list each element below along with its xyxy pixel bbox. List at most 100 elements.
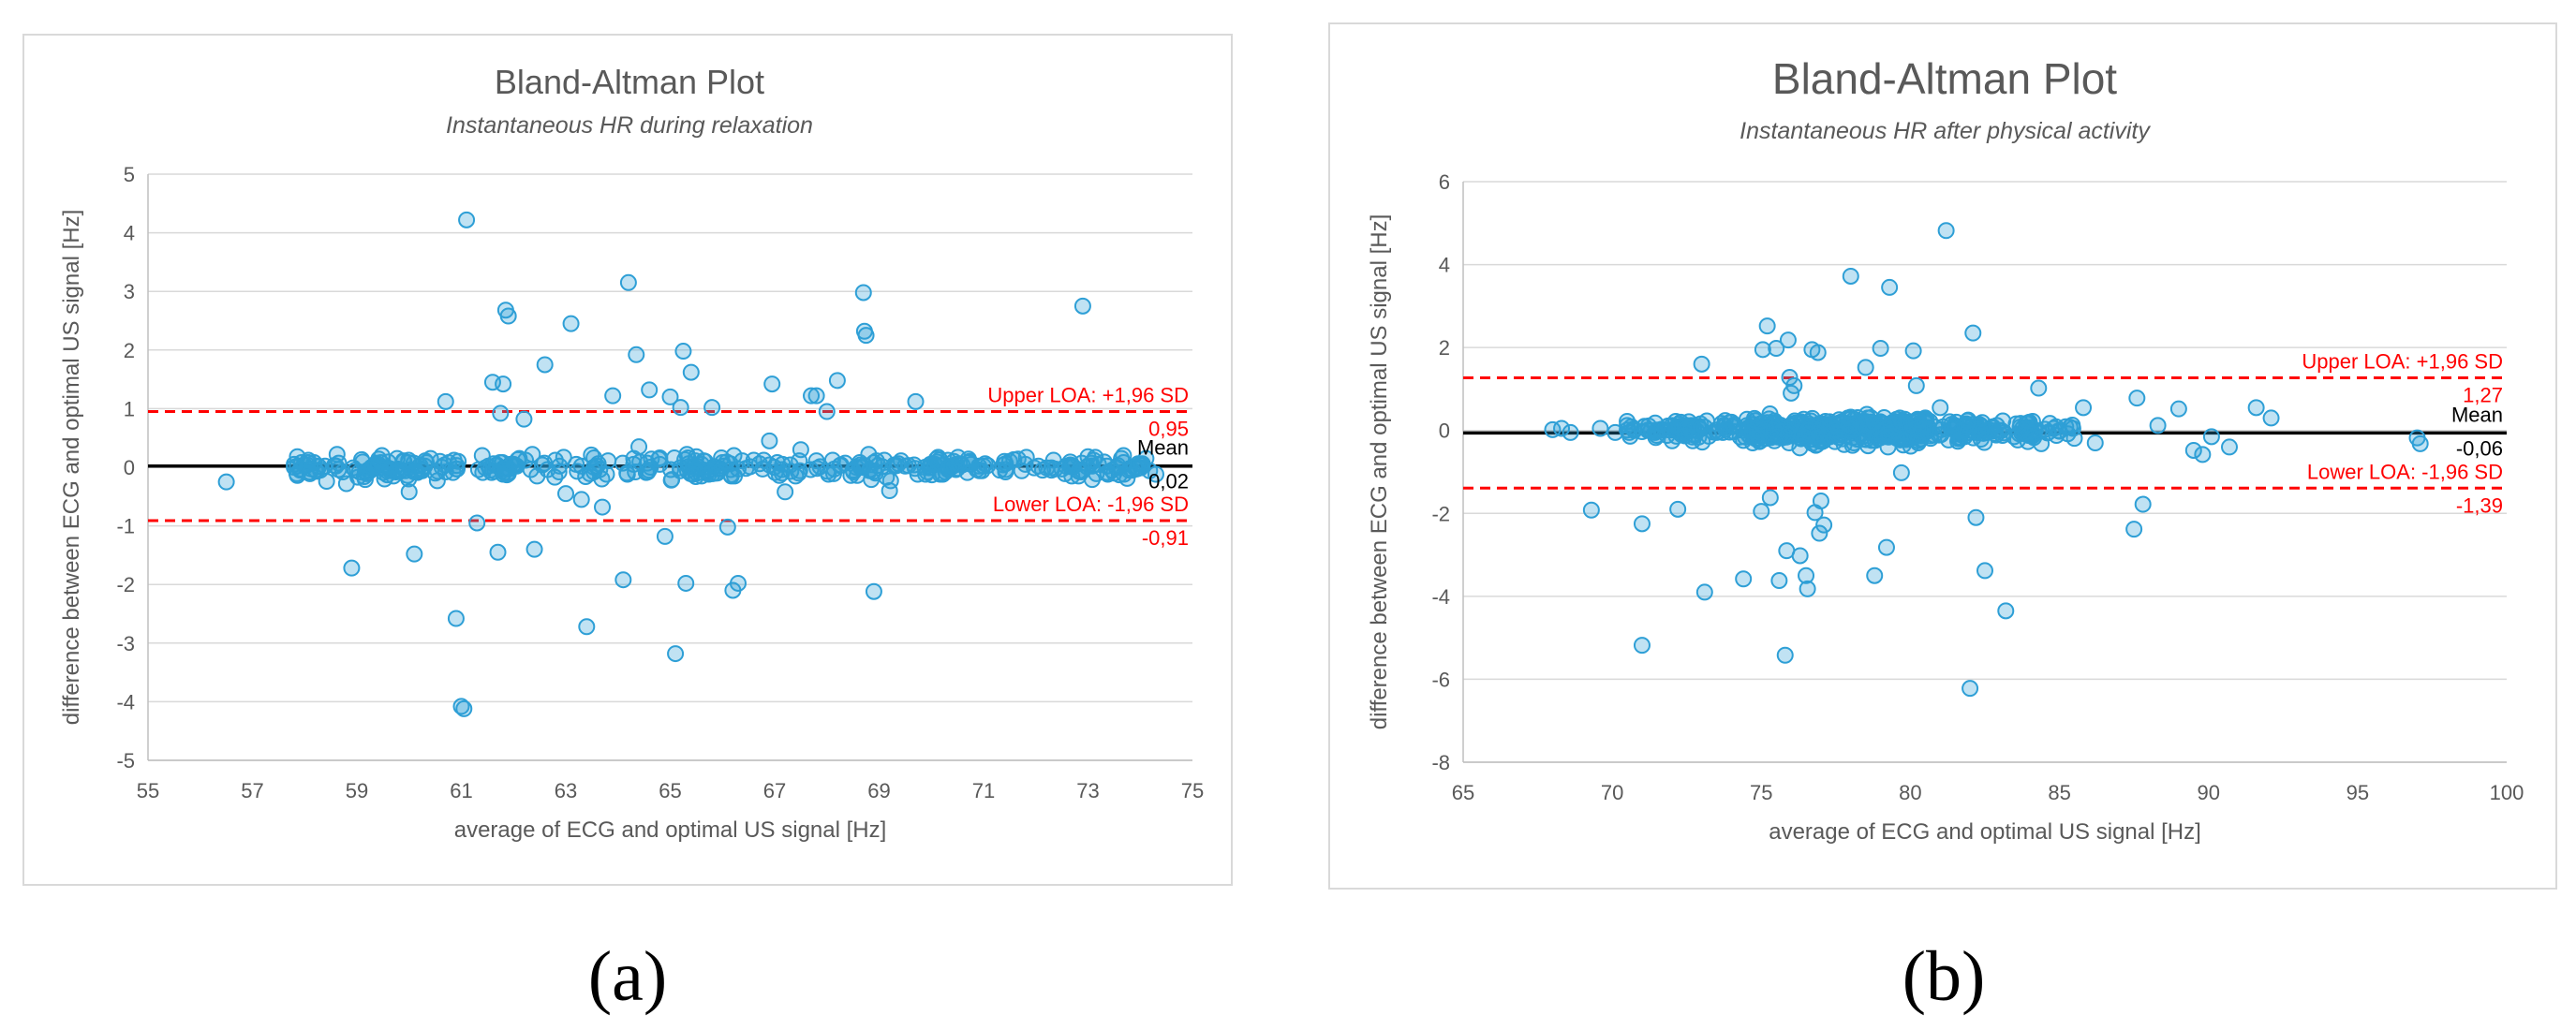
data-point	[619, 273, 637, 291]
data-point	[1625, 421, 1643, 439]
data-point	[1582, 501, 1600, 519]
data-point	[524, 446, 541, 464]
mean-value: 0,02	[1148, 470, 1189, 493]
data-point	[1768, 340, 1785, 358]
data-point	[2019, 433, 2036, 450]
data-point	[489, 543, 507, 561]
data-point	[455, 699, 473, 717]
data-point	[2128, 390, 2146, 407]
data-point	[865, 582, 882, 600]
data-point	[1562, 423, 1579, 441]
x-tick-label: 71	[972, 779, 995, 802]
data-point	[217, 473, 235, 491]
data-point	[555, 449, 572, 466]
data-point	[1765, 421, 1783, 439]
x-axis-label: average of ECG and optimal US signal [Hz…	[1769, 819, 2201, 845]
y-tick-label: 4	[1439, 254, 1450, 277]
data-point	[886, 457, 904, 475]
data-point	[771, 466, 789, 484]
data-point	[729, 460, 747, 478]
data-point	[651, 449, 669, 466]
data-point	[1962, 680, 1979, 698]
lower-loa-label: Lower LOA: -1,96 SD	[2307, 460, 2503, 483]
data-point	[1842, 267, 1859, 285]
data-point	[628, 346, 645, 363]
data-point	[452, 698, 470, 715]
data-point	[1815, 516, 1833, 534]
data-point	[1959, 412, 1976, 430]
x-tick-label: 61	[450, 779, 472, 802]
y-tick-label: 3	[124, 280, 135, 303]
data-point	[495, 375, 512, 393]
data-point	[305, 453, 323, 471]
data-point	[474, 464, 492, 481]
data-point	[828, 372, 846, 390]
x-tick-label: 55	[137, 779, 159, 802]
x-tick-label: 90	[2197, 781, 2219, 804]
data-point	[1761, 489, 1779, 507]
data-point	[1866, 432, 1884, 449]
bland-altman-chart-a: Bland-Altman Plot Instantaneous HR during…	[59, 63, 1204, 843]
y-tick-label: -4	[1431, 585, 1450, 609]
data-point	[356, 471, 374, 489]
data-point	[2086, 434, 2104, 451]
data-point	[803, 387, 821, 405]
x-tick-label: 100	[2490, 781, 2524, 804]
data-point	[733, 452, 751, 470]
data-point	[1770, 572, 1788, 590]
data-point	[777, 483, 794, 501]
y-tick-label: 6	[1439, 170, 1450, 194]
data-point	[823, 451, 841, 469]
data-point	[1892, 464, 1910, 481]
data-point	[1997, 602, 2015, 620]
data-point	[2075, 399, 2093, 417]
data-point	[682, 363, 700, 381]
data-point	[1958, 424, 1976, 442]
data-point	[400, 453, 418, 471]
data-point	[1750, 430, 1768, 448]
data-point	[2202, 428, 2220, 446]
data-point	[1779, 331, 1797, 349]
x-tick-label: 65	[659, 779, 681, 802]
x-tick-label: 75	[1181, 779, 1204, 802]
data-point	[1669, 500, 1687, 518]
data-point	[1791, 547, 1809, 565]
data-point	[1758, 317, 1776, 335]
y-axis-label: difference between ECG and optimal US si…	[59, 210, 84, 726]
data-point	[926, 455, 944, 473]
y-tick-label: 5	[124, 163, 135, 186]
data-point	[1909, 410, 1927, 428]
data-point	[818, 403, 836, 420]
chart-title: Bland-Altman Plot	[1772, 54, 2117, 103]
data-point	[1073, 297, 1091, 315]
data-point	[499, 307, 517, 325]
data-point	[1693, 355, 1710, 373]
data-point	[854, 284, 872, 302]
x-tick-label: 65	[1452, 781, 1474, 804]
data-point	[842, 466, 860, 484]
data-point	[585, 449, 603, 466]
data-point	[400, 483, 418, 501]
data-point	[1798, 429, 1815, 447]
upper-loa-value: 1,27	[2463, 383, 2503, 406]
data-point	[539, 461, 556, 478]
data-point	[1904, 342, 1922, 360]
data-point	[1636, 418, 1653, 435]
data-point	[594, 498, 612, 516]
y-tick-label: 0	[124, 456, 135, 479]
data-point	[417, 452, 435, 470]
data-point	[2007, 415, 2025, 433]
data-point	[2247, 399, 2265, 417]
data-point	[761, 432, 778, 449]
x-tick-label: 70	[1601, 781, 1623, 804]
y-tick-label: 0	[1439, 419, 1450, 443]
x-tick-label: 59	[346, 779, 368, 802]
data-point	[1977, 421, 1995, 439]
data-point	[1130, 455, 1147, 473]
data-point	[1038, 459, 1056, 477]
data-point	[853, 459, 871, 476]
chart-title: Bland-Altman Plot	[495, 63, 764, 101]
data-point	[2134, 495, 2152, 513]
data-point	[318, 473, 335, 491]
y-tick-label: -3	[116, 632, 135, 655]
